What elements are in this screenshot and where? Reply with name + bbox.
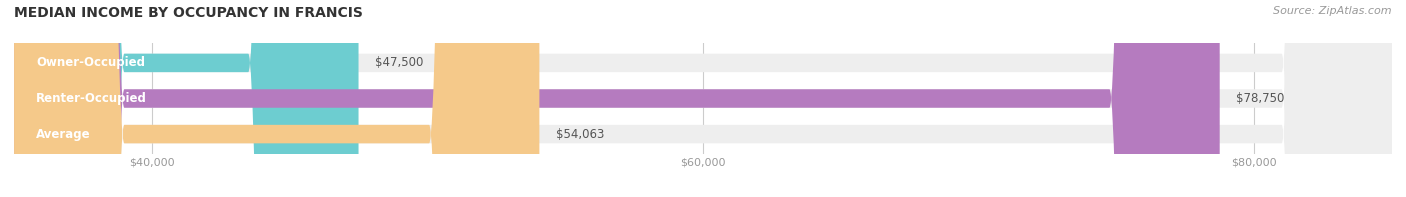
Text: Owner-Occupied: Owner-Occupied [37, 56, 145, 69]
FancyBboxPatch shape [14, 0, 1220, 197]
Text: $47,500: $47,500 [375, 56, 423, 69]
Text: Renter-Occupied: Renter-Occupied [37, 92, 148, 105]
FancyBboxPatch shape [14, 0, 359, 197]
Text: $54,063: $54,063 [555, 128, 605, 141]
FancyBboxPatch shape [14, 0, 1392, 197]
FancyBboxPatch shape [14, 0, 1392, 197]
Text: Average: Average [37, 128, 91, 141]
Text: Source: ZipAtlas.com: Source: ZipAtlas.com [1274, 6, 1392, 16]
FancyBboxPatch shape [14, 0, 540, 197]
Text: $78,750: $78,750 [1236, 92, 1285, 105]
Text: MEDIAN INCOME BY OCCUPANCY IN FRANCIS: MEDIAN INCOME BY OCCUPANCY IN FRANCIS [14, 6, 363, 20]
FancyBboxPatch shape [14, 0, 1392, 197]
